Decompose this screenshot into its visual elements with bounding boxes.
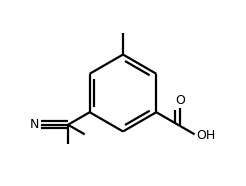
Text: OH: OH <box>196 129 215 142</box>
Text: O: O <box>176 94 185 107</box>
Text: N: N <box>30 118 40 131</box>
